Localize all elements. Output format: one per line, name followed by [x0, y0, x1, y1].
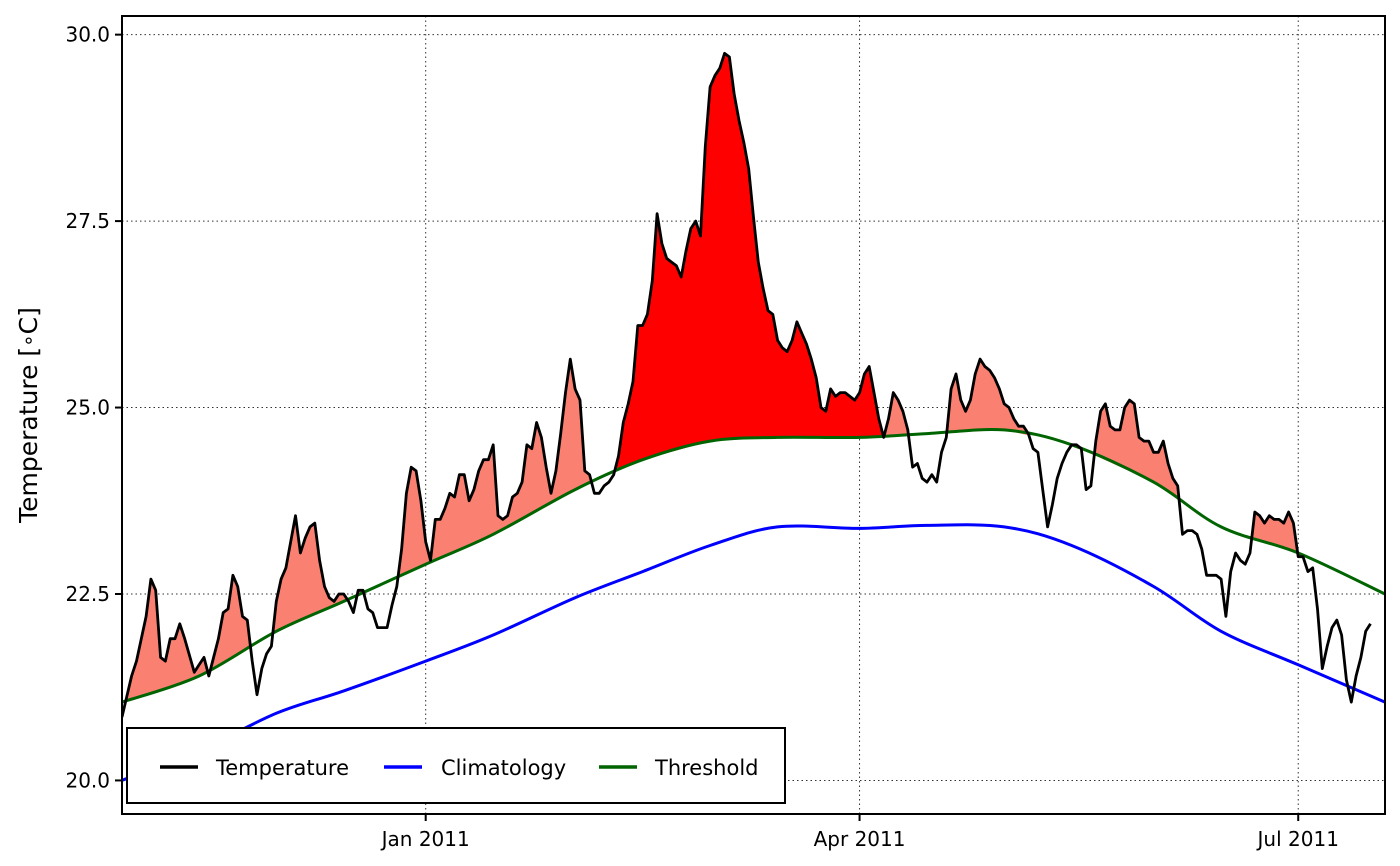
legend-label-climatology: Climatology	[441, 756, 566, 780]
series-line-climatology	[122, 523, 1385, 782]
event-fill	[399, 359, 591, 577]
event-fill	[884, 392, 908, 436]
x-tick-label: Apr 2011	[814, 827, 906, 851]
x-axis: Jan 2011 Apr 2011 Jul 2011	[380, 814, 1339, 851]
event-fill	[211, 575, 250, 669]
y-tick-label: 30.0	[65, 23, 110, 47]
series-line-threshold	[122, 428, 1385, 704]
y-tick-label: 25.0	[65, 396, 110, 420]
x-tick-label: Jul 2011	[1256, 827, 1339, 851]
series-line-temperature	[122, 51, 1372, 718]
peak-event-fill	[614, 53, 883, 473]
y-tick-label: 20.0	[65, 768, 110, 792]
event-fill	[1094, 400, 1179, 499]
legend-box	[126, 727, 786, 804]
series-lines	[122, 51, 1385, 782]
plot-border	[121, 15, 1386, 815]
y-axis: 20.0 22.5 25.0 27.5 30.0	[65, 23, 122, 792]
y-axis-title: Temperature [∘C]	[14, 307, 43, 524]
y-tick-label: 22.5	[65, 582, 110, 606]
y-tick-label: 27.5	[65, 209, 110, 233]
legend-label-threshold: Threshold	[654, 756, 759, 780]
event-fill	[126, 579, 207, 701]
event-fills	[126, 53, 1297, 701]
event-fill	[273, 515, 348, 633]
legend-label-temperature: Temperature	[215, 756, 349, 780]
legend: Temperature Climatology Threshold	[126, 727, 786, 804]
event-fill	[947, 359, 1029, 436]
x-tick-label: Jan 2011	[380, 827, 470, 851]
